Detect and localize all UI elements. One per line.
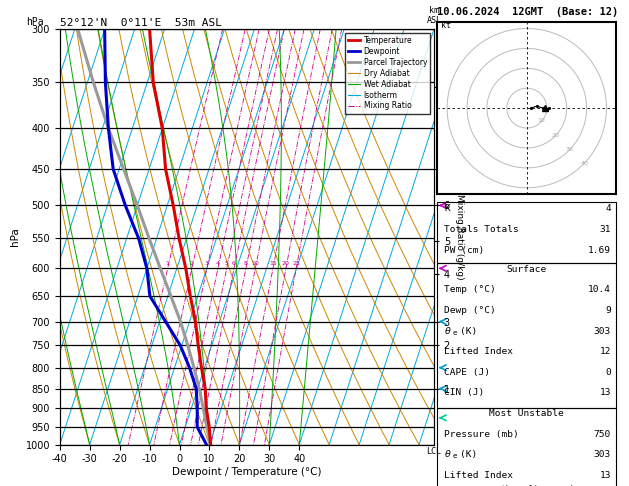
Text: hPa: hPa [26, 17, 43, 27]
Text: PW (cm): PW (cm) [444, 245, 484, 255]
Text: 10: 10 [252, 261, 259, 266]
Text: LCL: LCL [426, 447, 442, 456]
Text: (K): (K) [460, 327, 477, 336]
Text: K: K [444, 205, 450, 213]
Text: 20: 20 [552, 133, 559, 138]
Text: 20: 20 [282, 261, 290, 266]
Text: 4: 4 [216, 261, 220, 266]
Bar [437, 202, 616, 263]
Text: CAPE (J): CAPE (J) [444, 368, 491, 377]
Text: Most Unstable: Most Unstable [489, 409, 564, 418]
Text: 750: 750 [594, 430, 611, 438]
Text: km
ASL: km ASL [426, 6, 442, 25]
Text: (K): (K) [460, 450, 477, 459]
Text: Lifted Index: Lifted Index [444, 471, 513, 480]
Text: 30: 30 [566, 147, 574, 152]
Text: e: e [452, 330, 457, 336]
Text: 4: 4 [605, 205, 611, 213]
Text: 25: 25 [292, 261, 300, 266]
Text: Dewp (°C): Dewp (°C) [444, 306, 496, 315]
Text: Totals Totals: Totals Totals [444, 225, 519, 234]
Text: 1: 1 [165, 261, 170, 266]
Text: 5: 5 [225, 261, 229, 266]
Text: 10.06.2024  12GMT  (Base: 12): 10.06.2024 12GMT (Base: 12) [437, 7, 618, 17]
Text: 13: 13 [599, 388, 611, 398]
Text: 0: 0 [605, 368, 611, 377]
Text: kt: kt [441, 21, 451, 31]
Text: 2: 2 [190, 261, 194, 266]
Text: 10: 10 [537, 119, 545, 123]
Y-axis label: Mixing Ratio (g/kg): Mixing Ratio (g/kg) [455, 194, 464, 280]
Text: CIN (J): CIN (J) [444, 388, 484, 398]
Text: θ: θ [444, 327, 450, 336]
Text: 40: 40 [580, 161, 588, 167]
Text: 9: 9 [605, 306, 611, 315]
Text: θ: θ [444, 450, 450, 459]
Text: © weatheronline.co.uk: © weatheronline.co.uk [478, 485, 576, 486]
Text: 3: 3 [205, 261, 209, 266]
Bar [437, 408, 616, 486]
Text: 10.4: 10.4 [588, 285, 611, 295]
Y-axis label: hPa: hPa [10, 227, 20, 246]
Text: Lifted Index: Lifted Index [444, 347, 513, 356]
Text: Surface: Surface [507, 265, 547, 274]
Text: 6: 6 [232, 261, 236, 266]
Text: 303: 303 [594, 327, 611, 336]
Text: 303: 303 [594, 450, 611, 459]
Legend: Temperature, Dewpoint, Parcel Trajectory, Dry Adiabat, Wet Adiabat, Isotherm, Mi: Temperature, Dewpoint, Parcel Trajectory… [345, 33, 430, 114]
Text: 31: 31 [599, 225, 611, 234]
X-axis label: Dewpoint / Temperature (°C): Dewpoint / Temperature (°C) [172, 467, 321, 477]
Text: 8: 8 [244, 261, 248, 266]
Text: Temp (°C): Temp (°C) [444, 285, 496, 295]
Bar [437, 263, 616, 408]
Text: 15: 15 [269, 261, 277, 266]
Text: 52°12'N  0°11'E  53m ASL: 52°12'N 0°11'E 53m ASL [60, 18, 222, 28]
Text: 12: 12 [599, 347, 611, 356]
Text: 13: 13 [599, 471, 611, 480]
Text: 1.69: 1.69 [588, 245, 611, 255]
Text: Pressure (mb): Pressure (mb) [444, 430, 519, 438]
Text: e: e [452, 453, 457, 459]
